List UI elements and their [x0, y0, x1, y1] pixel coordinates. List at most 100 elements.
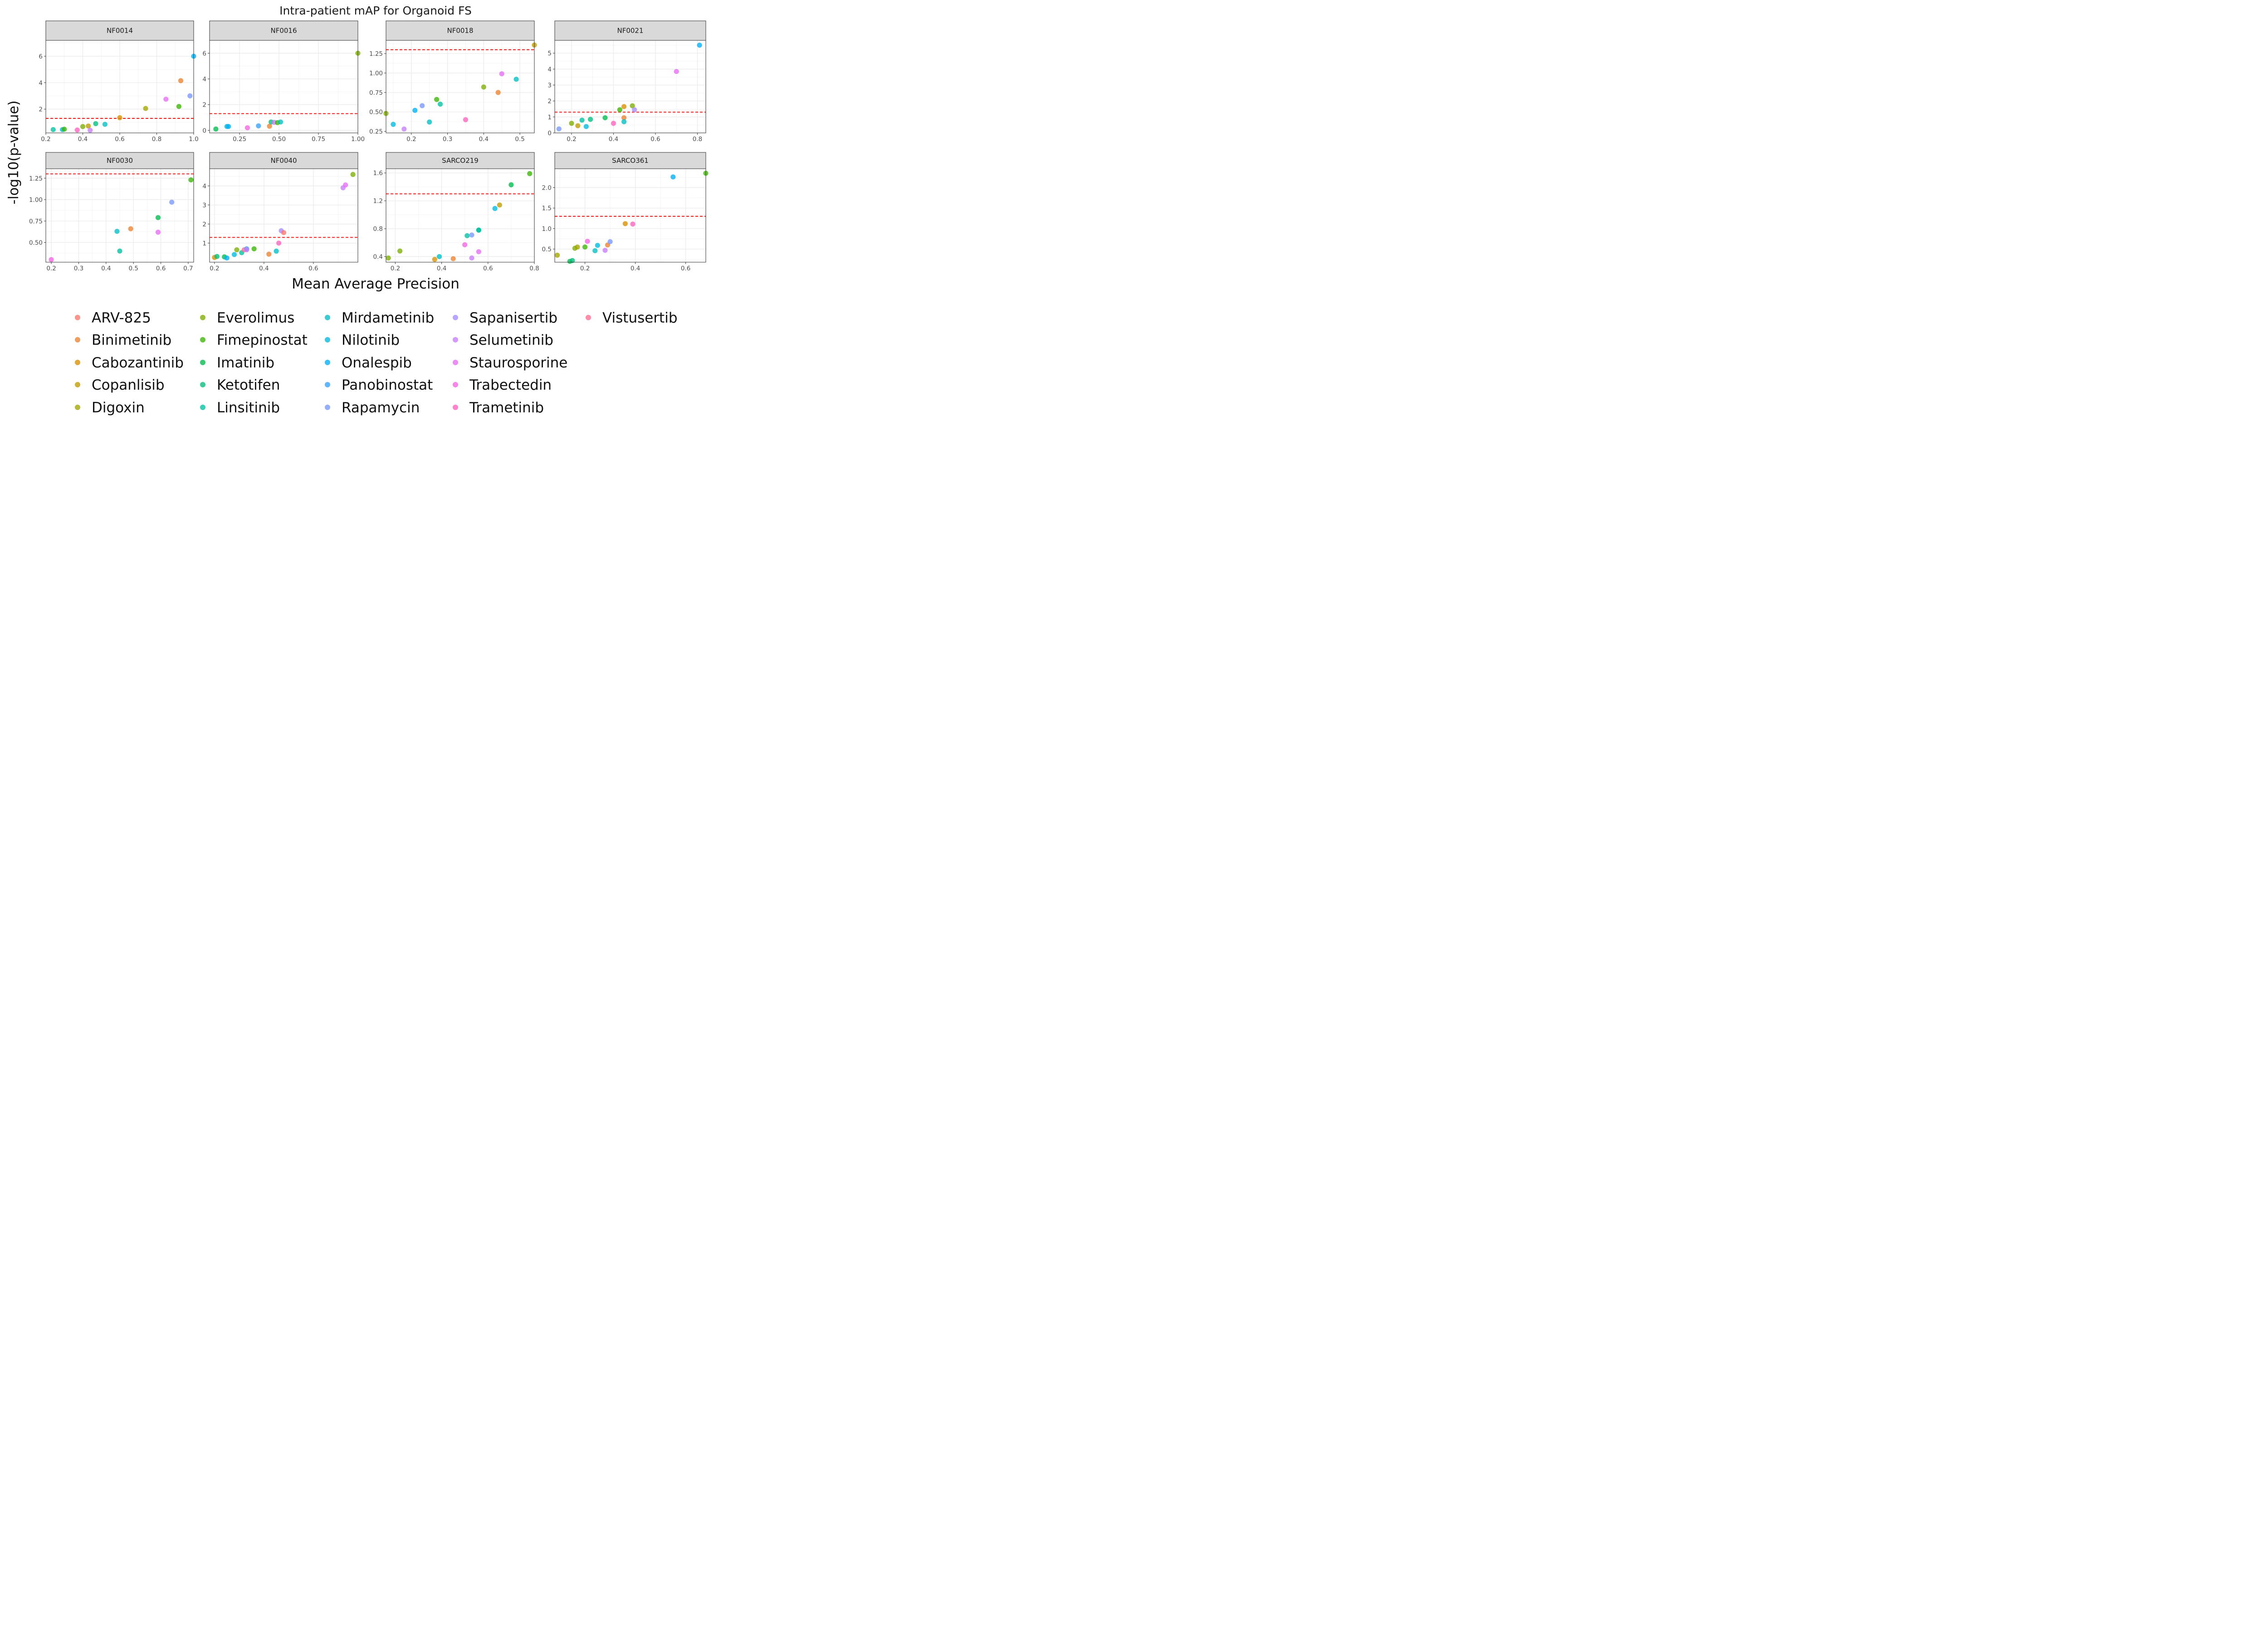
x-tick-label: 0.4: [631, 265, 640, 272]
legend-item: Panobinostat: [325, 377, 433, 393]
data-point: [155, 230, 161, 235]
legend-key: [75, 315, 80, 320]
data-point: [178, 78, 184, 83]
data-point: [556, 126, 562, 132]
data-point: [463, 117, 469, 122]
data-point: [632, 107, 637, 112]
legend-item: Linsitinib: [200, 400, 280, 416]
facet-strip: [45, 20, 194, 41]
x-tick-label: 0.6: [483, 265, 493, 272]
legend-label: Vistusertib: [602, 310, 678, 326]
y-tick-label: 1.6: [373, 170, 383, 177]
legend-key: [200, 337, 205, 342]
data-point: [499, 71, 504, 77]
data-point: [276, 240, 282, 246]
data-point: [117, 115, 122, 121]
data-point: [436, 254, 442, 259]
data-point: [281, 230, 287, 235]
y-tick-label: 4: [39, 79, 43, 87]
x-tick-label: 0.75: [312, 136, 325, 143]
legend-item: Digoxin: [75, 400, 145, 416]
data-point: [508, 182, 514, 187]
data-point: [278, 119, 284, 125]
x-tick-label: 0.3: [74, 265, 83, 272]
data-point: [570, 258, 575, 263]
panel-background: [386, 40, 534, 133]
facet-strip-label: NF0021: [617, 27, 643, 35]
data-point: [464, 233, 470, 239]
legend-label: ARV-825: [92, 310, 151, 326]
legend-item: Trametinib: [453, 400, 544, 416]
data-point: [469, 255, 474, 261]
x-tick-label: 0.5: [515, 136, 524, 143]
data-point: [234, 247, 240, 253]
data-point: [213, 126, 219, 132]
data-point: [602, 248, 608, 253]
panel-nf0018: NF0018 0.2 0.3 0.4 0.5 0.25 0.50 0.75 1.00 1.25: [369, 20, 537, 143]
data-point: [155, 215, 161, 220]
data-point: [622, 221, 628, 226]
legend-item: Mirdametinib: [325, 310, 434, 326]
x-tick-label: 0.2: [406, 136, 416, 143]
data-point: [585, 239, 590, 244]
data-point: [266, 251, 272, 257]
legend-label: Mirdametinib: [342, 310, 434, 326]
legend-item: Everolimus: [200, 310, 294, 326]
x-tick-label: 0.8: [152, 136, 161, 143]
x-tick-label: 0.2: [391, 265, 400, 272]
data-point: [350, 172, 356, 177]
data-point: [674, 68, 679, 74]
panel-background: [555, 40, 706, 133]
x-tick-label: 0.2: [46, 265, 56, 272]
data-point: [231, 252, 237, 257]
y-tick-label: 1.5: [542, 205, 552, 212]
x-tick-label: 0.2: [41, 136, 50, 143]
data-point: [224, 255, 230, 261]
legend-key: [75, 360, 80, 365]
data-point: [611, 121, 616, 126]
legend-key: [453, 337, 458, 342]
data-point: [621, 115, 627, 121]
y-tick-label: 2.0: [542, 185, 552, 192]
legend-key: [453, 382, 458, 387]
y-tick-label: 2: [39, 106, 43, 113]
panel-nf0021: NF0021 0.2 0.4 0.6 0.8 0 1 2 3 4 5: [547, 20, 706, 143]
legend-key: [200, 382, 205, 387]
legend-key: [75, 382, 80, 387]
facet-strip: [45, 152, 194, 169]
facet-strip-label: SARCO361: [612, 156, 649, 165]
y-tick-label: 1.00: [369, 70, 383, 77]
data-point: [527, 171, 533, 176]
legend-item: Sapanisertib: [453, 310, 557, 326]
y-tick-label: 0: [547, 130, 552, 137]
legend-key: [200, 405, 205, 410]
legend-key: [325, 382, 330, 387]
x-tick-label: 0.2: [567, 136, 576, 143]
legend: ARV-825 Binimetinib Cabozantinib Copanlisib…: [75, 310, 678, 416]
panel-border: [45, 40, 194, 133]
legend-label: Sapanisertib: [469, 310, 557, 326]
panel-nf0016: NF0016 0.25 0.50 0.75 1.00 0 2 4 6: [202, 20, 365, 143]
y-tick-label: 1: [202, 240, 206, 247]
facet-strip-label: NF0014: [107, 27, 133, 35]
legend-item: Nilotinib: [325, 332, 400, 348]
x-tick-label: 0.8: [693, 136, 702, 143]
facet-strip-label: NF0016: [270, 27, 297, 35]
data-point: [575, 123, 581, 128]
legend-key: [586, 315, 591, 320]
data-point: [469, 232, 474, 238]
data-point: [93, 121, 98, 127]
x-tick-label: 0.3: [443, 136, 452, 143]
legend-label: Nilotinib: [342, 332, 400, 348]
x-tick-label: 0.50: [272, 136, 286, 143]
y-tick-label: 0.25: [369, 128, 383, 136]
legend-label: Rapamycin: [342, 400, 420, 416]
legend-key: [453, 360, 458, 365]
data-point: [427, 119, 432, 125]
legend-label: Trametinib: [469, 400, 544, 416]
data-point: [450, 256, 456, 261]
legend-key: [200, 360, 205, 365]
y-tick-label: 0.8: [373, 225, 383, 233]
panel-nf0030: NF0030 0.2 0.3 0.4 0.5 0.6 0.7 0.50 0.75 1.00 1.25: [29, 152, 194, 272]
data-point: [621, 104, 627, 109]
